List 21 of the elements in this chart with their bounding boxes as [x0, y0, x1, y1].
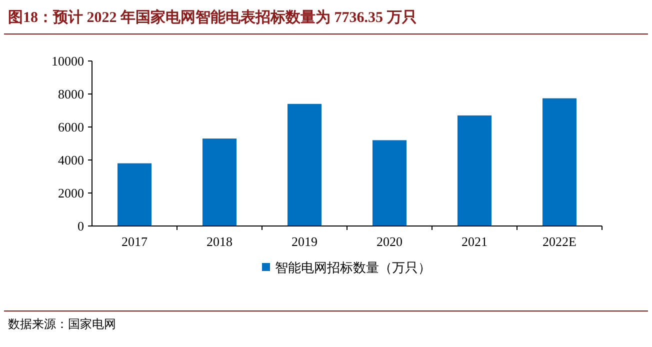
source-note: 数据来源：国家电网 — [8, 317, 116, 331]
x-tick-label: 2017 — [122, 234, 148, 249]
x-tick-label: 2018 — [206, 234, 232, 249]
y-tick-label: 6000 — [58, 120, 84, 134]
x-tick-label: 2020 — [376, 234, 402, 249]
legend-label: 智能电网招标数量（万只） — [275, 260, 431, 275]
bar — [118, 163, 152, 226]
bar — [372, 140, 406, 226]
x-tick-label: 2022E — [542, 234, 577, 249]
x-tick-label: 2019 — [292, 234, 318, 249]
y-tick-label: 0 — [78, 218, 84, 234]
chart-title: 图18：预计 2022 年国家电网智能电表招标数量为 7736.35 万只 — [8, 8, 417, 26]
bar — [458, 115, 492, 226]
bar — [542, 98, 576, 226]
bar — [202, 138, 236, 226]
y-tick-label: 10000 — [52, 54, 84, 68]
y-tick-label: 2000 — [58, 186, 84, 200]
x-tick-label: 2021 — [462, 234, 488, 249]
bar — [288, 104, 322, 226]
y-tick-label: 4000 — [58, 152, 84, 168]
y-tick-label: 8000 — [58, 86, 84, 102]
